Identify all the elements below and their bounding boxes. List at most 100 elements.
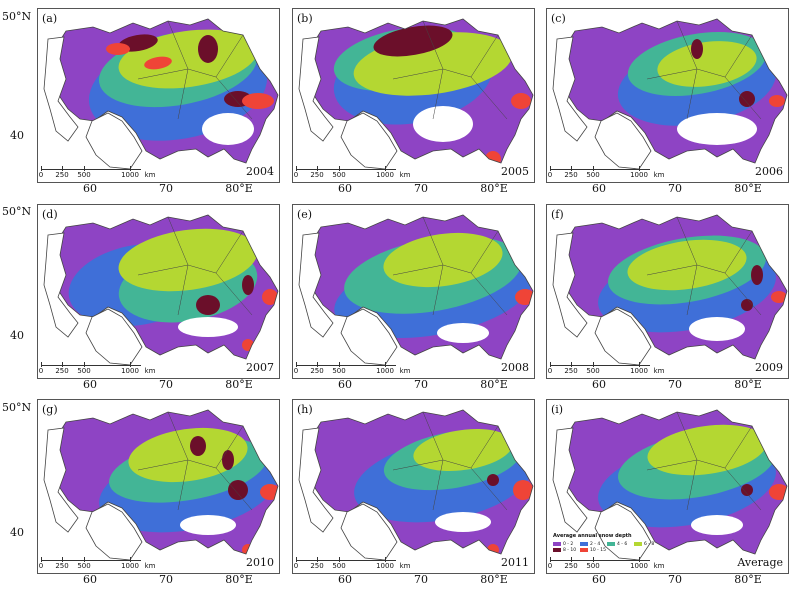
scale-unit: km (653, 562, 665, 570)
panel-year: 2008 (501, 361, 529, 374)
lon-label: 80°E (480, 182, 508, 195)
scale-bar: 0 250 500 1000 km (293, 362, 453, 378)
legend-class-label: 2 - 4 (590, 541, 601, 547)
panel-year: 2009 (755, 361, 783, 374)
panel-label: (c) (551, 12, 566, 25)
map-panel: (h) 2011 0 250 500 1000 km (292, 399, 535, 574)
snow-depth-map (552, 409, 788, 561)
lon-label: 70 (668, 378, 682, 391)
scale-tick-label: 500 (77, 171, 91, 179)
legend-swatch (580, 548, 588, 552)
lon-label: 70 (414, 573, 428, 586)
scale-tick-label: 0 (293, 367, 299, 375)
snow-depth-map (43, 214, 279, 366)
scale-unit: km (653, 171, 665, 179)
snow-depth-map (43, 18, 279, 170)
scale-tick-label: 0 (547, 562, 553, 570)
map-panel: (i) Average 0 250 500 1000 km Average annual s… (546, 399, 789, 574)
scale-tick-label: 500 (332, 171, 346, 179)
legend-class-label: 10 - 15 (590, 547, 606, 553)
scale-tick-label: 1000 (121, 562, 139, 570)
lon-label: 80°E (225, 182, 253, 195)
lat-label-50-row2: 50°N (2, 205, 32, 218)
lon-label: 60 (83, 378, 97, 391)
lon-label: 60 (592, 573, 606, 586)
lon-label: 60 (592, 182, 606, 195)
scale-tick-label: 250 (310, 562, 324, 570)
panel-label: (d) (42, 208, 58, 221)
scale-bar: 0 250 500 1000 km (38, 362, 198, 378)
panel-year: 2011 (501, 556, 529, 569)
scale-tick-label: 250 (55, 562, 69, 570)
scale-tick-label: 1000 (376, 171, 394, 179)
panel-year: Average (737, 556, 783, 569)
lon-label: 80°E (225, 573, 253, 586)
lon-label: 70 (414, 378, 428, 391)
legend-title: Average annual snow depth (553, 533, 632, 539)
lon-label: 80°E (734, 182, 762, 195)
lon-label: 60 (338, 573, 352, 586)
lon-label: 60 (338, 182, 352, 195)
panel-year: 2007 (246, 361, 274, 374)
scale-tick-label: 250 (564, 367, 578, 375)
legend-swatch (634, 542, 642, 546)
lon-label: 70 (414, 182, 428, 195)
legend-class-label: 0 - 2 (563, 541, 574, 547)
lon-label: 60 (83, 573, 97, 586)
panel-year: 2010 (246, 556, 274, 569)
map-legend: Average annual snow depth 0 - 2 2 - 4 4 - 6… (553, 533, 665, 555)
scale-tick-label: 0 (547, 171, 553, 179)
scale-tick-label: 500 (77, 562, 91, 570)
legend-swatch (553, 542, 561, 546)
map-panel: (g) 2010 0 250 500 1000 km (37, 399, 280, 574)
lon-label: 80°E (480, 573, 508, 586)
scale-tick-label: 500 (332, 562, 346, 570)
scale-tick-label: 500 (332, 367, 346, 375)
scale-tick-label: 250 (55, 367, 69, 375)
scale-unit: km (653, 367, 665, 375)
scale-tick-label: 0 (38, 171, 44, 179)
lat-label-50-row1: 50°N (2, 10, 32, 23)
scale-unit: km (399, 562, 411, 570)
scale-tick-label: 500 (586, 562, 600, 570)
legend-swatch (607, 542, 615, 546)
scale-tick-label: 500 (77, 367, 91, 375)
scale-bar: 0 250 500 1000 km (38, 166, 198, 182)
panel-label: (b) (297, 12, 313, 25)
lat-label-40-row1: 40 (10, 129, 24, 142)
scale-tick-label: 250 (564, 562, 578, 570)
map-panel: (c) 2006 0 250 500 1000 km (546, 8, 789, 183)
lon-label: 80°E (734, 378, 762, 391)
scale-tick-label: 0 (38, 562, 44, 570)
map-panel: (b) 2005 0 250 500 1000 km (292, 8, 535, 183)
panel-label: (h) (297, 403, 313, 416)
snow-depth-map (298, 18, 534, 170)
scale-tick-label: 1000 (630, 562, 648, 570)
legend-class-label: 6 - 8 (644, 541, 655, 547)
scale-unit: km (399, 171, 411, 179)
panel-label: (f) (551, 208, 564, 221)
scale-tick-label: 1000 (121, 171, 139, 179)
lon-label: 70 (668, 182, 682, 195)
scale-bar: 0 250 500 1000 km (293, 557, 453, 573)
panel-year: 2005 (501, 165, 529, 178)
scale-bar: 0 250 500 1000 km (547, 166, 707, 182)
scale-tick-label: 0 (293, 562, 299, 570)
scale-tick-label: 0 (547, 367, 553, 375)
scale-tick-label: 0 (38, 367, 44, 375)
lat-label-50-row3: 50°N (2, 401, 32, 414)
snow-depth-map (552, 214, 788, 366)
lat-label-40-row2: 40 (10, 329, 24, 342)
scale-tick-label: 1000 (630, 171, 648, 179)
scale-tick-label: 1000 (376, 367, 394, 375)
scale-bar: 0 250 500 1000 km (293, 166, 453, 182)
lon-label: 70 (159, 573, 173, 586)
scale-tick-label: 250 (55, 171, 69, 179)
lon-label: 60 (83, 182, 97, 195)
scale-tick-label: 1000 (630, 367, 648, 375)
snow-depth-map (298, 214, 534, 366)
scale-tick-label: 1000 (376, 562, 394, 570)
lon-label: 80°E (734, 573, 762, 586)
map-panel: (d) 2007 0 250 500 1000 km (37, 204, 280, 379)
lon-label: 80°E (480, 378, 508, 391)
